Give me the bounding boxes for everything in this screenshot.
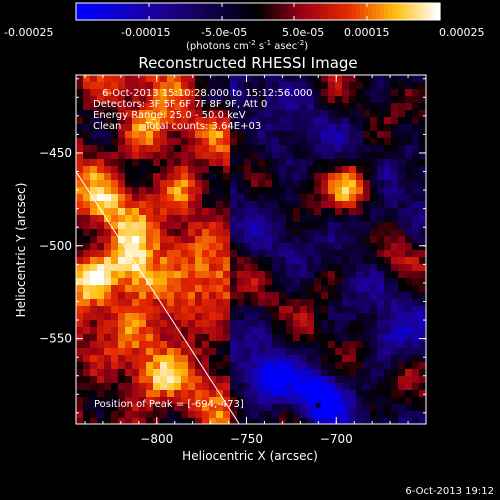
x-tick-label: −700 (320, 432, 353, 446)
heatmap-image (76, 75, 426, 424)
time-range-label: 6-Oct-2013 15:10:28.000 to 15:12:56.000 (102, 88, 313, 99)
colorbar-tick-label-0: -0.00025 (4, 26, 53, 39)
y-tick-label: −450 (39, 146, 72, 160)
method-label: Clean (93, 121, 121, 132)
y-axis-label: Heliocentric Y (arcsec) (14, 183, 28, 318)
colorbar-tick-label-3: 5.0e-05 (282, 26, 324, 39)
colorbar-tick-label-1: -0.00015 (121, 26, 170, 39)
footer-timestamp: 6-Oct-2013 19:12 (405, 486, 494, 497)
axes: −800 −750 −700 −450 −500 −550 (39, 75, 427, 446)
chart-title: Reconstructed RHESSI Image (138, 54, 357, 72)
x-tick-label: −800 (140, 432, 173, 446)
detectors-label: Detectors: 3F 5F 6F 7F 8F 9F, Att 0 (93, 99, 267, 110)
peak-marker (315, 402, 321, 408)
colorbar-tick-label-4: 0.00015 (344, 26, 390, 39)
plot-frame (75, 74, 427, 425)
total-counts-label: Total counts: 3.64E+03 (144, 121, 261, 132)
colorbar-tick-label-5: 0.00025 (439, 26, 485, 39)
colorbar (75, 2, 441, 21)
energy-range-label: Energy Range: 25.0 - 50.0 keV (93, 110, 246, 121)
solar-limb-line (76, 171, 240, 424)
x-tick-label: −750 (230, 432, 263, 446)
x-axis-label: Heliocentric X (arcsec) (182, 449, 318, 463)
colorbar-tick-label-2: -5.0e-05 (201, 26, 247, 39)
y-tick-label: −550 (39, 332, 72, 346)
colorbar-unit-label: (photons cm-2 s-1 asec-2) (186, 39, 308, 52)
y-tick-label: −500 (39, 239, 72, 253)
peak-position-label: Position of Peak = [-694,-473] (94, 399, 244, 410)
